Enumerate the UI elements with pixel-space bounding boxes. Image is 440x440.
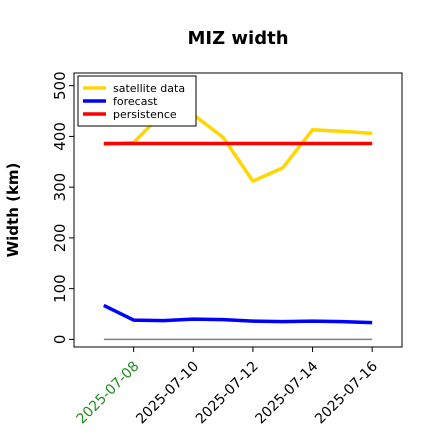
x-tick-label: 2025-07-12 <box>193 359 262 428</box>
y-tick-label: 300 <box>51 173 69 202</box>
y-tick-label: 100 <box>51 274 69 303</box>
x-tick-label: 2025-07-16 <box>312 358 381 427</box>
x-tick-label: 2025-07-14 <box>253 358 322 427</box>
legend-label: satellite data <box>113 82 185 95</box>
y-tick-label: 200 <box>51 224 69 253</box>
series-line-forecast <box>103 303 373 325</box>
y-tick-label: 0 <box>51 335 69 345</box>
legend-label: forecast <box>113 95 158 108</box>
legend-label: persistence <box>113 108 177 121</box>
y-tick-label: 500 <box>51 71 69 100</box>
x-tick-label: 2025-07-08 <box>74 359 143 428</box>
series-line-satellite-data <box>103 110 373 183</box>
y-tick-label: 400 <box>51 122 69 151</box>
x-tick-label: 2025-07-10 <box>133 359 202 428</box>
plot-area <box>73 72 403 348</box>
chart-title: MIZ width <box>187 28 288 49</box>
y-axis-label: Width (km) <box>4 163 22 258</box>
